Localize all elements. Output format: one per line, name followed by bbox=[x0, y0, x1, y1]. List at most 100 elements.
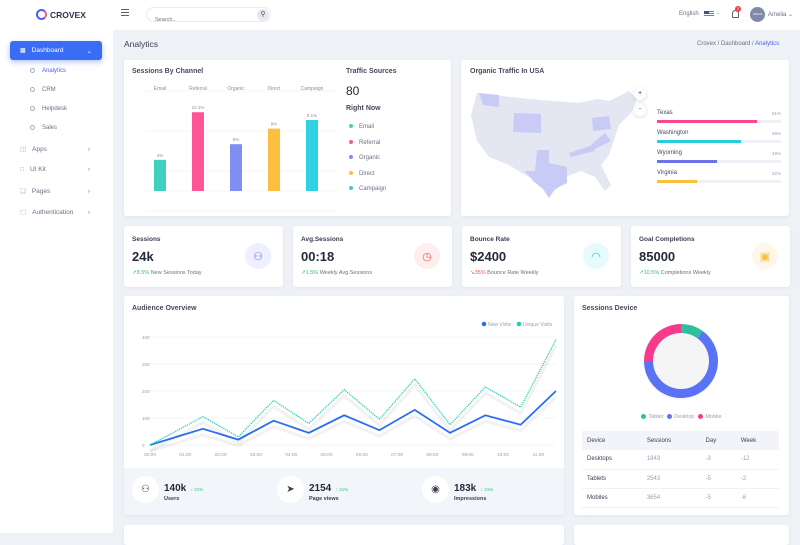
donut-slice-tablet[interactable] bbox=[681, 324, 703, 339]
stat-title: Avg.Sessions bbox=[301, 236, 344, 243]
state-wyoming[interactable] bbox=[513, 113, 541, 133]
stat-change: ↗8.5% New Sessions Today bbox=[132, 270, 202, 276]
x-tick-label: 01:00 bbox=[179, 452, 191, 458]
sidebar-subitem-crm[interactable]: CRM bbox=[30, 87, 56, 93]
sessions-by-channel-card: Sessions By Channel Email 4% Referral 10.1%… bbox=[124, 60, 451, 216]
stat-note: Completions Weekly bbox=[660, 270, 711, 276]
legend-dot bbox=[481, 321, 487, 327]
stat-change-value: 8.5% bbox=[136, 270, 150, 276]
audience-stat-value: 183k bbox=[454, 482, 477, 494]
user-menu[interactable]: Amelia ⌄ bbox=[768, 12, 794, 18]
legend-dot bbox=[641, 414, 647, 420]
y-tick-label: 0 bbox=[142, 443, 145, 448]
legend-label: Tablet bbox=[648, 414, 664, 420]
table-cell: Desktops bbox=[582, 450, 642, 470]
x-tick-label: 07:00 bbox=[391, 452, 403, 458]
state-pennsylvania[interactable] bbox=[592, 116, 611, 131]
database-icon: ◫ bbox=[20, 146, 27, 153]
stat-change: ↗1.5% Weekly Avg.Sessions bbox=[301, 270, 372, 276]
legend-item: Mobile bbox=[698, 414, 722, 420]
legend-label: New Visits bbox=[488, 322, 512, 328]
breadcrumb-item[interactable]: Dashboard bbox=[721, 41, 751, 47]
state-percent: 81% bbox=[771, 111, 781, 116]
bar-referral[interactable] bbox=[192, 112, 204, 191]
zoom-in-button[interactable]: + bbox=[634, 88, 646, 100]
audience-stat-change: 21% bbox=[484, 486, 494, 492]
bar-organic[interactable] bbox=[230, 144, 242, 191]
bar-category-label: Organic bbox=[227, 86, 245, 92]
stat-note: Bounce Rate Weekly bbox=[487, 270, 539, 276]
table-row: Mobiles 3654 -5 -6 bbox=[582, 488, 779, 508]
state-texas[interactable] bbox=[525, 150, 567, 198]
state-virginia[interactable] bbox=[591, 133, 611, 149]
state-washington[interactable] bbox=[479, 93, 499, 107]
sessions-device-card: Sessions Device Tablet Desktop Mobile Devi… bbox=[574, 296, 789, 515]
breadcrumb: Crovex / Dashboard / Analytics bbox=[697, 41, 780, 47]
menu-toggle-icon[interactable] bbox=[121, 9, 129, 16]
stat-title: Sessions bbox=[132, 236, 161, 243]
sidebar-item-label: Dashboard bbox=[31, 47, 64, 54]
stat-value: 00:18 bbox=[301, 249, 335, 264]
sidebar-item-pages[interactable]: ❏ Pages › bbox=[20, 187, 90, 196]
zoom-out-button[interactable]: - bbox=[634, 104, 646, 116]
state-percent: 48% bbox=[771, 151, 781, 156]
legend-item: Email bbox=[349, 124, 386, 140]
stat-card-avg-sessions: Avg.Sessions 00:18 ↗1.5% Weekly Avg.Sess… bbox=[293, 226, 452, 287]
progress-fill bbox=[657, 160, 717, 163]
stat-title: Bounce Rate bbox=[470, 236, 510, 243]
bar-campaign[interactable] bbox=[306, 120, 318, 191]
sidebar-subitem-analytics[interactable]: Analytics bbox=[30, 68, 66, 74]
x-tick-label: 08:00 bbox=[426, 452, 438, 458]
series-new-visits[interactable] bbox=[149, 390, 557, 446]
trend-down-icon: ↘ bbox=[470, 270, 475, 276]
bar-value-label: 4% bbox=[157, 153, 164, 158]
stat-card-sessions: Sessions 24k ↗8.5% New Sessions Today ⚇ bbox=[124, 226, 283, 287]
audience-stat-change: 21% bbox=[339, 486, 349, 492]
sidebar-item-authentication[interactable]: ▢ Authentication › bbox=[20, 208, 90, 217]
x-tick-label: 09:00 bbox=[462, 452, 474, 458]
sidebar-subitem-sales[interactable]: Sales bbox=[30, 125, 57, 131]
x-tick-label: 11:00 bbox=[532, 452, 544, 458]
bar-category-label: Email bbox=[154, 86, 167, 92]
logo-icon bbox=[36, 9, 47, 20]
search-input[interactable] bbox=[155, 17, 245, 23]
traffic-sources-value: 80 bbox=[346, 84, 360, 98]
state-tennessee[interactable] bbox=[569, 145, 595, 157]
y-tick-label: 300 bbox=[142, 362, 150, 367]
bar-email[interactable] bbox=[154, 159, 166, 191]
stat-change: ↘35% Bounce Rate Weekly bbox=[470, 270, 538, 276]
sessions-bar-chart: Email 4% Referral 10.1% Organic 6% Direct 8% Cam… bbox=[146, 86, 336, 212]
sidebar-item-dashboard[interactable]: ▩ Dashboard ⌄ bbox=[10, 41, 102, 60]
card-title: Sessions Device bbox=[582, 305, 638, 312]
table-cell: 3654 bbox=[641, 488, 701, 508]
breadcrumb-item[interactable]: Crovex bbox=[697, 41, 717, 47]
bottom-card bbox=[124, 525, 564, 545]
stat-value: 24k bbox=[132, 249, 154, 264]
trend-up-icon: ↗ bbox=[301, 270, 306, 276]
sidebar-item-ui-kit[interactable]: □ UI Kit › bbox=[20, 166, 90, 173]
chevron-right-icon: › bbox=[87, 166, 90, 173]
search-icon[interactable]: ⚲ bbox=[257, 9, 269, 21]
bar-direct[interactable] bbox=[268, 128, 280, 191]
state-name: Texas bbox=[657, 110, 673, 116]
usa-map[interactable] bbox=[469, 85, 639, 205]
right-now-label: Right Now bbox=[346, 105, 381, 112]
series-unique-visits[interactable] bbox=[149, 339, 557, 446]
device-table: Device Sessions Day Week Desktops 1843 -3 -12 Ta… bbox=[582, 431, 779, 508]
x-tick-label: 05:00 bbox=[320, 452, 332, 458]
table-cell: Mobiles bbox=[582, 488, 642, 508]
legend-dot bbox=[698, 414, 704, 420]
bar-value-label: 9.1% bbox=[307, 113, 317, 118]
language-selector[interactable]: English bbox=[679, 11, 699, 17]
series-shadow bbox=[149, 345, 558, 453]
stat-value: 85000 bbox=[639, 249, 676, 264]
legend-label: Direct bbox=[359, 170, 375, 177]
avatar[interactable]: 100x100 bbox=[750, 7, 765, 22]
trend-up-icon: ↗ bbox=[639, 270, 644, 276]
legend-item: Referral bbox=[349, 140, 386, 156]
sidebar-item-apps[interactable]: ◫ Apps › bbox=[20, 145, 90, 154]
column-header: Sessions bbox=[641, 431, 701, 450]
donut-slice-mobile[interactable] bbox=[644, 324, 681, 361]
state-progress-bar bbox=[657, 120, 781, 123]
sidebar-subitem-helpdesk[interactable]: Helpdesk bbox=[30, 106, 67, 112]
